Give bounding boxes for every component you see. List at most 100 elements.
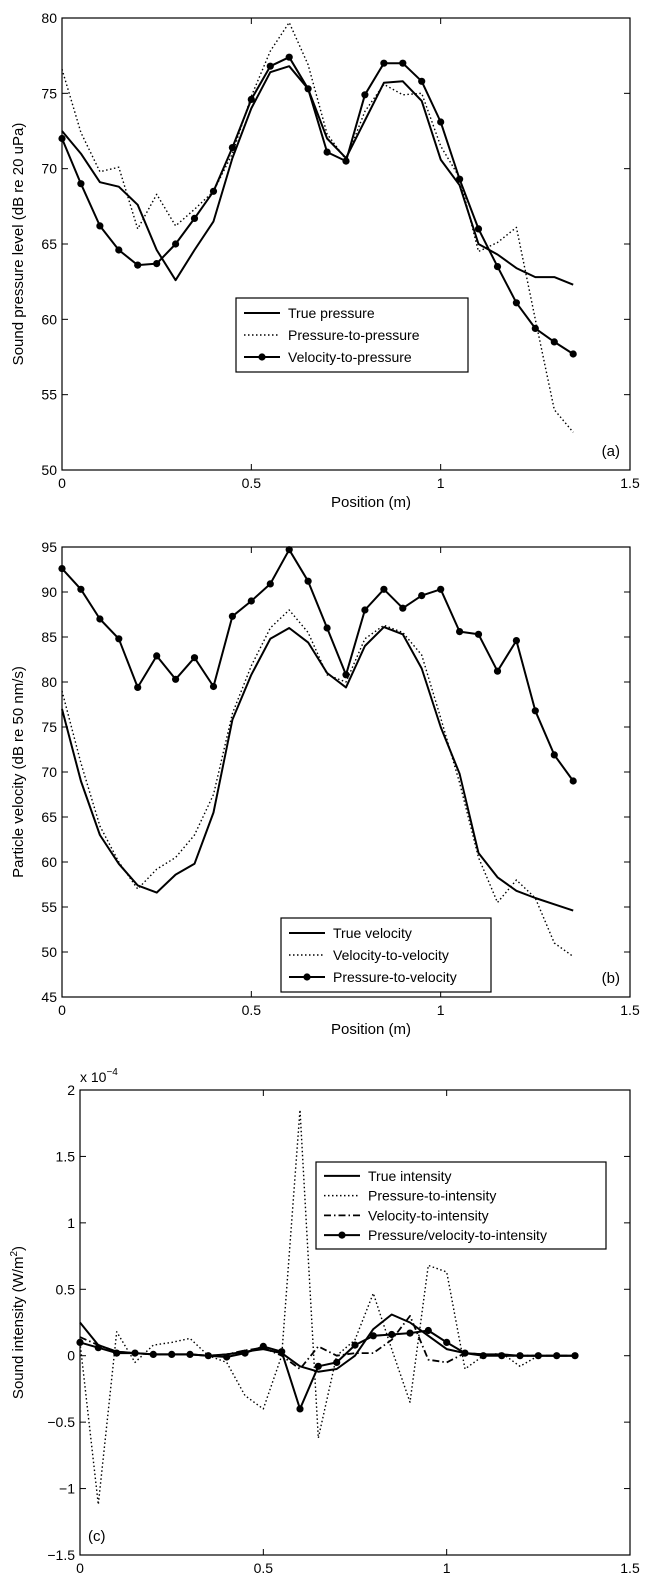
data-point	[553, 1352, 561, 1360]
data-point	[115, 635, 123, 643]
legend-box	[235, 297, 469, 373]
x-tick-label: 1	[443, 1560, 451, 1576]
data-point	[569, 777, 577, 785]
x-tick-label: 0	[58, 1002, 66, 1018]
y-tick-label: 1	[67, 1215, 75, 1231]
x-tick-label: 0	[76, 1560, 84, 1576]
y-tick-label: 75	[41, 85, 57, 101]
data-point	[418, 592, 426, 600]
data-point	[461, 1349, 469, 1357]
series-line	[61, 548, 575, 782]
x-tick-label: 1	[437, 475, 445, 491]
data-point	[223, 1353, 231, 1361]
data-point	[94, 1344, 102, 1352]
data-point	[479, 1352, 487, 1360]
plot-frame	[79, 1089, 631, 1556]
data-point	[437, 118, 445, 126]
data-point	[342, 671, 350, 679]
legend-label: Velocity-to-pressure	[288, 349, 412, 365]
series-line	[79, 1313, 575, 1373]
data-point	[190, 214, 199, 222]
data-point	[314, 1362, 322, 1370]
data-point	[131, 1349, 139, 1357]
legend: True velocity Velocity-to-velocity Pressur…	[280, 917, 492, 993]
data-point	[550, 751, 558, 759]
legend-label: Pressure-to-pressure	[288, 327, 420, 343]
series-line	[61, 56, 574, 355]
data-point	[323, 148, 331, 156]
data-point	[149, 1350, 157, 1358]
legend-box	[315, 1161, 607, 1250]
data-point	[186, 1350, 194, 1358]
legend-label: Velocity-to-intensity	[368, 1207, 489, 1223]
series-line	[61, 21, 574, 433]
legend-label: True velocity	[333, 925, 412, 941]
data-point	[266, 62, 274, 70]
data-point	[190, 654, 199, 662]
data-point	[456, 628, 464, 636]
y-tick-label: 80	[41, 674, 57, 690]
data-point	[77, 585, 85, 593]
y-tick-label: 1.5	[56, 1148, 76, 1164]
y-tick-label: 80	[41, 10, 57, 26]
y-axis-label: Sound intensity (W/m2)	[9, 1246, 27, 1399]
data-point	[531, 707, 539, 715]
y-axis-label-sup: 2	[9, 1251, 20, 1257]
data-point	[228, 144, 236, 152]
series-line	[61, 626, 574, 912]
y-tick-label: 45	[41, 989, 57, 1005]
panel-label: (a)	[602, 443, 620, 460]
x-tick-label: 1	[437, 1002, 445, 1018]
y-tick-label: 65	[41, 236, 57, 252]
panel-a: 0 0.5 1 1.5 50 55 60 65 70 75 80 Position (m) Sound …	[10, 10, 640, 511]
x-tick-label: 0.5	[242, 1002, 262, 1018]
y-axis-label-main: Sound intensity (W/m	[10, 1257, 27, 1400]
data-point	[58, 565, 66, 573]
data-point	[380, 59, 388, 67]
x-axis-label: Position (m)	[331, 494, 411, 511]
data-point	[406, 1329, 414, 1337]
y-tick-label: 75	[41, 719, 57, 735]
data-point	[569, 350, 577, 358]
data-point	[333, 1358, 341, 1366]
data-point	[285, 546, 293, 554]
data-point	[266, 580, 274, 588]
legend-marker	[303, 973, 311, 981]
x-tick-label: 1.5	[620, 475, 640, 491]
series-c-4	[76, 1326, 579, 1413]
data-point	[418, 77, 426, 85]
data-point	[474, 630, 483, 638]
data-point	[228, 612, 236, 620]
legend-label: Pressure-to-intensity	[368, 1188, 496, 1204]
x-tick-label: 1.5	[620, 1560, 640, 1576]
legend-box	[280, 917, 492, 993]
data-point	[76, 1338, 84, 1346]
data-point	[380, 585, 388, 593]
legend-label: True intensity	[368, 1168, 452, 1184]
data-point	[388, 1330, 396, 1339]
y-tick-label: 60	[41, 854, 57, 870]
data-point	[342, 157, 350, 165]
y-tick-label: −1	[59, 1481, 75, 1497]
plot-frame	[61, 17, 631, 471]
y-tick-label: 0.5	[56, 1281, 76, 1297]
data-point	[209, 682, 218, 691]
x-tick-label: 1.5	[620, 1002, 640, 1018]
x-tick-label: 0.5	[242, 475, 262, 491]
y-tick-label: 70	[41, 764, 57, 780]
data-point	[493, 263, 502, 271]
series-a-3	[58, 53, 577, 358]
y-axis-label: Particle velocity (dB re 50 nm/s)	[10, 666, 27, 878]
data-point	[369, 1332, 377, 1340]
data-point	[512, 637, 521, 645]
panel-label: (b)	[602, 970, 620, 987]
series-line	[79, 1315, 575, 1370]
data-point	[516, 1352, 524, 1360]
x-tick-label: 0	[58, 475, 66, 491]
series-line	[61, 609, 574, 958]
series-b-2	[61, 609, 574, 958]
data-point	[361, 91, 369, 99]
data-point	[247, 597, 255, 605]
data-point	[153, 652, 161, 660]
series-c-3	[79, 1315, 575, 1370]
